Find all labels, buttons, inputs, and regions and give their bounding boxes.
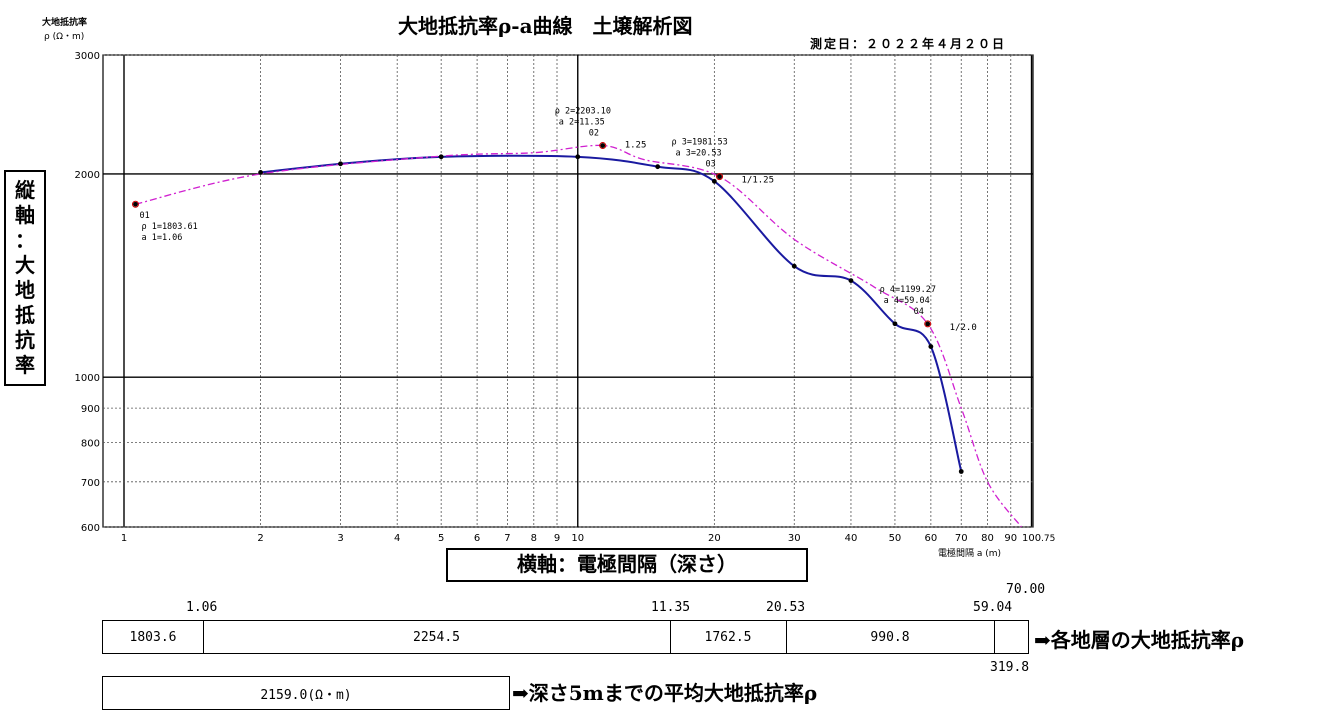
annotation-label: 03 bbox=[706, 160, 716, 170]
layer-value-4: 990.8 bbox=[786, 621, 995, 653]
annotation-label: 02 bbox=[589, 129, 599, 139]
average-box: 2159.0(Ω・m) bbox=[102, 676, 510, 710]
x-tick-label: 4 bbox=[394, 533, 400, 544]
data-point bbox=[438, 154, 444, 160]
data-point bbox=[791, 263, 797, 269]
vertical-axis-char: 地 bbox=[15, 278, 35, 302]
annotation-label: ρ 2=2203.10 bbox=[555, 107, 611, 117]
vertical-axis-char: ： bbox=[15, 228, 35, 252]
annotation-label: ρ 1=1803.61 bbox=[141, 222, 197, 232]
layer-boundary-2: 11.35 bbox=[651, 600, 691, 615]
layer-value-1: 1803.6 bbox=[103, 621, 204, 653]
x-tick-label: 30 bbox=[788, 533, 801, 544]
y-unit-line1: 大地抵抗率 bbox=[42, 18, 88, 28]
x-tick-label: 80 bbox=[981, 533, 994, 544]
y-unit-line2: ρ (Ω・m) bbox=[44, 32, 85, 42]
data-point bbox=[600, 143, 606, 148]
x-tick-label: 1 bbox=[121, 533, 127, 544]
x-tick-label: 20 bbox=[708, 533, 721, 544]
slope-label: 1/2.0 bbox=[950, 323, 977, 333]
vertical-axis-box: 縦軸：大地抵抗率 bbox=[4, 170, 46, 386]
layer-boundary-3: 20.53 bbox=[766, 600, 806, 615]
data-point bbox=[338, 161, 343, 167]
layer-value-2: 2254.5 bbox=[203, 621, 671, 653]
average-caption: ➡深さ5mまでの平均大地抵抗率ρ bbox=[512, 681, 818, 705]
measurement-date: 測定日：２０２２年４月２０日 bbox=[810, 37, 1007, 51]
layer-caption: ➡各地層の大地抵抗率ρ bbox=[1034, 628, 1245, 652]
y-tick-label: 700 bbox=[81, 478, 100, 489]
annotation-label: a 1=1.06 bbox=[141, 233, 182, 243]
y-tick-label: 800 bbox=[81, 439, 100, 450]
y-tick-label: 900 bbox=[81, 404, 100, 415]
data-point bbox=[258, 170, 263, 175]
horizontal-axis-box: 横軸：電極間隔（深さ） bbox=[446, 548, 808, 582]
x-tick-label: 6 bbox=[474, 533, 480, 544]
slope-label: 1.25 bbox=[625, 141, 647, 151]
vertical-axis-char: 軸 bbox=[15, 203, 35, 227]
annotation-label: ρ 3=1981.53 bbox=[672, 138, 728, 148]
data-point bbox=[892, 321, 898, 327]
y-tick-label: 2000 bbox=[75, 170, 100, 181]
data-point bbox=[848, 278, 854, 284]
x-tick-label: 9 bbox=[554, 533, 560, 544]
measured-curve bbox=[260, 154, 963, 472]
annotation-label: a 4=59.04 bbox=[884, 296, 930, 306]
annotation-point-ring bbox=[716, 173, 724, 181]
average-value: 2159.0(Ω・m) bbox=[260, 687, 352, 703]
x-tick-label: 3 bbox=[337, 533, 343, 544]
x-unit-label: 電極間隔 a (m) bbox=[938, 549, 1002, 559]
annotation-label: a 2=11.35 bbox=[559, 118, 605, 128]
data-point bbox=[575, 154, 581, 160]
data-point bbox=[717, 174, 722, 180]
layer-value-3: 1762.5 bbox=[670, 621, 787, 653]
x-tick-label: 5 bbox=[438, 533, 444, 544]
data-point bbox=[711, 178, 717, 184]
x-tick-label: 60 bbox=[924, 533, 937, 544]
y-tick-label: 1000 bbox=[75, 373, 100, 384]
x-tick-label: 50 bbox=[889, 533, 902, 544]
data-point bbox=[133, 201, 138, 207]
vertical-axis-char: 大 bbox=[15, 253, 35, 277]
y-tick-label: 600 bbox=[81, 523, 100, 534]
layer-boundary-4: 59.04 bbox=[973, 600, 1013, 615]
x-tick-label: 10 bbox=[571, 533, 584, 544]
trend-curve-dashed bbox=[135, 144, 1022, 528]
annotation-label: a 3=20.53 bbox=[676, 149, 722, 159]
slope-label: 1/1.25 bbox=[742, 176, 775, 186]
vertical-axis-char: 率 bbox=[15, 353, 35, 377]
annotation-point-ring bbox=[924, 320, 932, 328]
y-tick-label: 3000 bbox=[75, 51, 100, 62]
vertical-axis-char: 抵 bbox=[15, 303, 35, 327]
data-point bbox=[655, 164, 661, 170]
page-title: 大地抵抗率ρ-a曲線 土壌解析図 bbox=[398, 14, 693, 38]
annotation-point-ring bbox=[131, 200, 139, 208]
annotation-label: ρ 4=1199.27 bbox=[880, 285, 936, 295]
x-tick-label: 2 bbox=[257, 533, 263, 544]
annotation-label: 04 bbox=[914, 307, 924, 317]
annotation-label: 01 bbox=[139, 211, 149, 221]
vertical-axis-char: 抗 bbox=[15, 328, 35, 352]
data-point bbox=[958, 469, 964, 474]
data-point bbox=[925, 321, 931, 327]
layer-boundary-1: 1.06 bbox=[186, 600, 218, 615]
x-tick-label: 70 bbox=[955, 533, 968, 544]
layer-value-5 bbox=[994, 621, 1029, 653]
x-tick-label: 8 bbox=[531, 533, 537, 544]
x-tick-label: 90 bbox=[1004, 533, 1017, 544]
x-tick-label: 40 bbox=[845, 533, 858, 544]
annotation-point-ring bbox=[599, 142, 607, 150]
x-tick-label: 100 bbox=[1022, 533, 1041, 544]
layer-boundary-last: 70.00 bbox=[1006, 582, 1046, 597]
data-point bbox=[928, 344, 934, 349]
x-end-label: .75 bbox=[1041, 534, 1055, 544]
layer-last-value: 319.8 bbox=[990, 660, 1030, 675]
layer-table: 1803.6 2254.5 1762.5 990.8 bbox=[102, 620, 1029, 654]
vertical-axis-char: 縦 bbox=[15, 178, 35, 202]
x-tick-label: 7 bbox=[504, 533, 510, 544]
